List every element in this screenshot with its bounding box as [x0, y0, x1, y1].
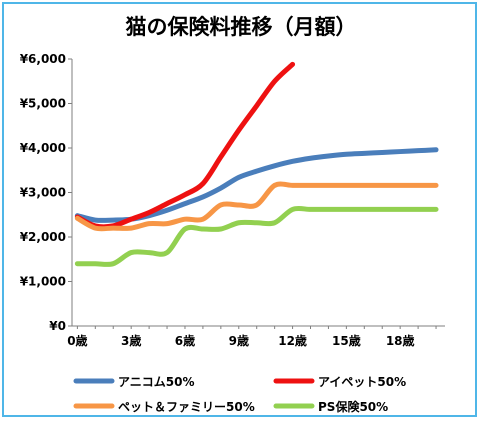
chart-title: 猫の保険料推移（月額）	[126, 15, 357, 39]
y-tick-label: ¥5,000	[20, 97, 66, 111]
legend-label: ペット＆ファミリー50%	[118, 400, 255, 414]
chart-axes: ¥0 ¥1,000 ¥2,000 ¥3,000 ¥4,000 ¥5,000 ¥6,000 0歳…	[20, 52, 445, 348]
chart-legend: アニコム50% アイペット50% ペット＆ファミリー50% PS保険50%	[73, 375, 406, 414]
y-tick-label: ¥3,000	[20, 186, 66, 200]
y-tick-label: ¥6,000	[20, 52, 66, 66]
legend-label: PS保険50%	[318, 399, 388, 414]
y-tick-label: ¥1,000	[20, 275, 66, 289]
x-tick-label: 15歳	[332, 333, 361, 348]
y-tick-label: ¥2,000	[20, 230, 66, 244]
x-tick-label: 12歳	[278, 333, 307, 348]
y-tick-label: ¥4,000	[20, 141, 66, 155]
x-tick-label: 6歳	[175, 333, 195, 348]
x-tick-label: 0歳	[67, 333, 87, 348]
chart-series-lines	[74, 61, 439, 267]
x-tick-label: 3歳	[121, 333, 141, 348]
x-tick-label: 9歳	[229, 333, 249, 348]
legend-label: アニコム50%	[118, 375, 194, 389]
y-tick-label: ¥0	[49, 319, 66, 333]
series-line-2	[74, 181, 439, 232]
x-tick-label: 18歳	[386, 333, 415, 348]
series-line-3	[74, 205, 439, 267]
legend-label: アイペット50%	[318, 375, 406, 389]
